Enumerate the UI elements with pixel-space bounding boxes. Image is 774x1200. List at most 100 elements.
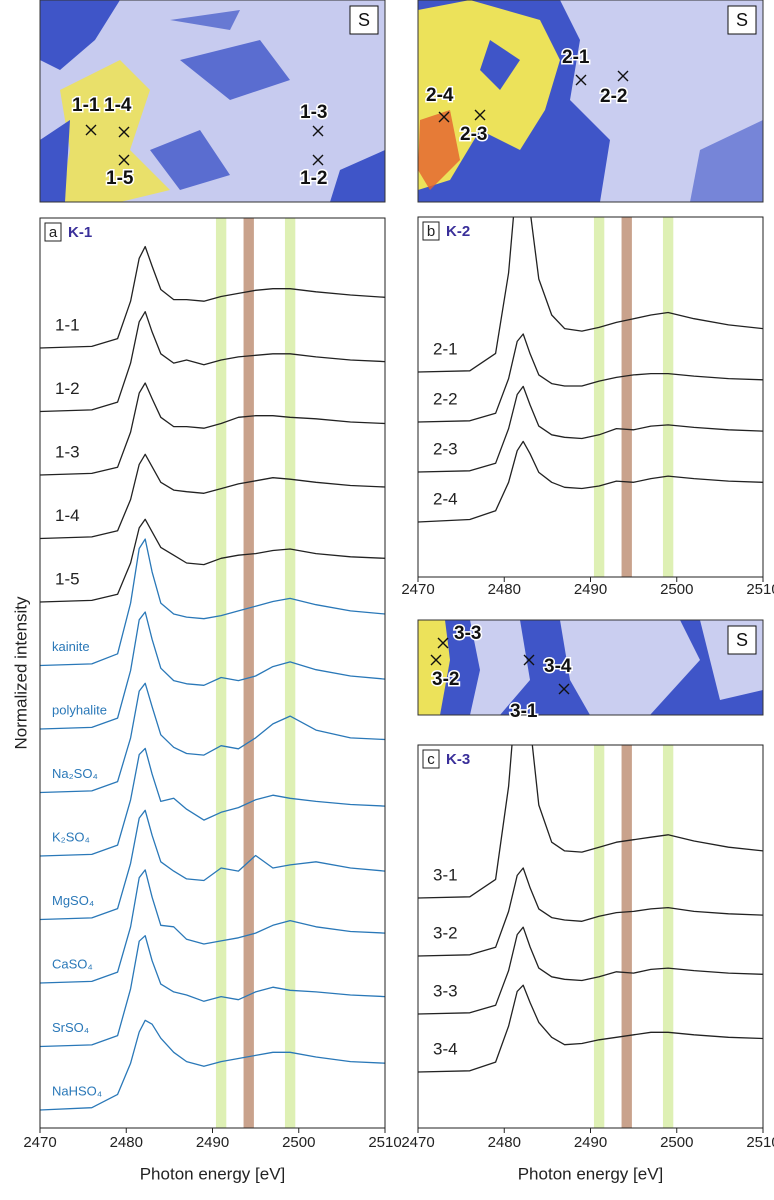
x-tick-label: 2470 <box>401 581 434 598</box>
band <box>662 217 674 577</box>
x-axis-label: Photon energy [eV] <box>518 1164 664 1183</box>
x-tick-label: 2500 <box>660 581 693 598</box>
band <box>215 218 227 1128</box>
spectrum <box>418 217 763 373</box>
map-point-label: 1-2 <box>300 168 327 189</box>
panel-label: a <box>49 224 58 241</box>
map-point-label: 3-1 <box>510 701 538 722</box>
series-label: 1-2 <box>55 379 80 398</box>
map-point-label: 2-1 <box>562 47 590 68</box>
map-point-label: 1-3 <box>300 102 327 123</box>
map-image <box>417 0 764 203</box>
map-corner: S <box>736 10 748 30</box>
x-tick-label: 2480 <box>488 581 521 598</box>
series-label: 1-4 <box>55 506 80 525</box>
map-point-label: 2-4 <box>426 85 454 106</box>
map-markers <box>85 124 324 166</box>
x-tick-label: 2510 <box>746 1134 774 1151</box>
spectrum <box>40 311 385 413</box>
chart-title: K-2 <box>446 223 470 240</box>
map-point-label: 3-4 <box>544 656 572 677</box>
map-point-label: 3-2 <box>432 669 459 690</box>
spectrum <box>418 333 763 423</box>
series-label: Na₂SO₄ <box>52 766 98 781</box>
band <box>621 745 632 1128</box>
spectrum <box>40 453 385 540</box>
map-point-label: 3-3 <box>454 623 481 644</box>
series-group <box>418 745 763 1073</box>
map-point-label: 2-2 <box>600 86 627 107</box>
series-label: 2-3 <box>433 439 458 458</box>
series-group <box>418 217 763 523</box>
series-label: 3-2 <box>433 923 458 942</box>
x-tick-label: 2480 <box>110 1134 143 1151</box>
x-axis-label: Photon energy [eV] <box>140 1164 286 1183</box>
spectrum <box>40 245 385 349</box>
series-label: SrSO₄ <box>52 1020 89 1035</box>
x-tick-label: 2490 <box>574 581 607 598</box>
map-point-label: 1-4 <box>104 95 132 116</box>
map-markers <box>438 70 629 123</box>
band <box>593 745 605 1128</box>
x-tick-label: 2470 <box>401 1134 434 1151</box>
series-label: polyhalite <box>52 702 107 717</box>
series-label: kainite <box>52 639 90 654</box>
y-axis-label: Normalized intensity <box>11 596 30 750</box>
series-label: 1-5 <box>55 569 80 588</box>
x-tick-label: 2470 <box>23 1134 56 1151</box>
x-tick-label: 2480 <box>488 1134 521 1151</box>
spectrum <box>418 440 763 523</box>
spectrum <box>418 745 763 899</box>
spectrum <box>40 869 385 984</box>
spectrum <box>40 1019 385 1111</box>
series-label: 2-4 <box>433 489 458 508</box>
series-label: CaSO₄ <box>52 956 93 971</box>
panel-box <box>422 749 440 769</box>
map-corner-box <box>349 5 379 35</box>
map-corner: S <box>736 630 748 650</box>
x-tick-label: 2500 <box>660 1134 693 1151</box>
x-tick-label: 2510 <box>746 581 774 598</box>
panel-box <box>422 221 440 241</box>
band <box>243 218 254 1128</box>
chart-title: K-1 <box>68 224 92 241</box>
map-corner-box <box>727 5 757 35</box>
map-point-label: 2-3 <box>460 124 487 145</box>
series-label: 3-3 <box>433 981 458 1000</box>
map-point-label: 1-1 <box>72 95 100 116</box>
x-tick-label: 2510 <box>368 1134 401 1151</box>
map-image <box>39 0 386 203</box>
spectrum <box>418 385 763 473</box>
spectrum <box>40 518 385 603</box>
x-tick-label: 2500 <box>282 1134 315 1151</box>
panel-label: b <box>427 223 435 240</box>
spectrum <box>40 935 385 1048</box>
panel-box <box>44 222 62 242</box>
map-markers <box>430 637 570 695</box>
x-tick-label: 2490 <box>574 1134 607 1151</box>
map-corner: S <box>358 10 370 30</box>
series-label: MgSO₄ <box>52 893 94 908</box>
chart-title: K-3 <box>446 751 470 768</box>
series-label: K₂SO₄ <box>52 829 90 844</box>
spectrum <box>418 926 763 1015</box>
spectrum <box>40 809 385 921</box>
series-label: 2-1 <box>433 339 458 358</box>
spectrum <box>40 382 385 476</box>
map-corner-box <box>727 625 757 655</box>
series-label: 1-1 <box>55 315 80 334</box>
spectrum <box>418 984 763 1073</box>
spectrum <box>40 611 385 730</box>
band <box>662 745 674 1128</box>
band <box>284 218 296 1128</box>
series-label: NaHSO₄ <box>52 1083 102 1098</box>
spectrum <box>40 682 385 794</box>
panel-label: c <box>427 751 435 768</box>
map-image <box>417 619 764 716</box>
map-point-label: 1-5 <box>106 168 134 189</box>
x-tick-label: 2490 <box>196 1134 229 1151</box>
band <box>621 217 632 577</box>
series-label: 3-4 <box>433 1039 458 1058</box>
series-label: 1-3 <box>55 442 80 461</box>
